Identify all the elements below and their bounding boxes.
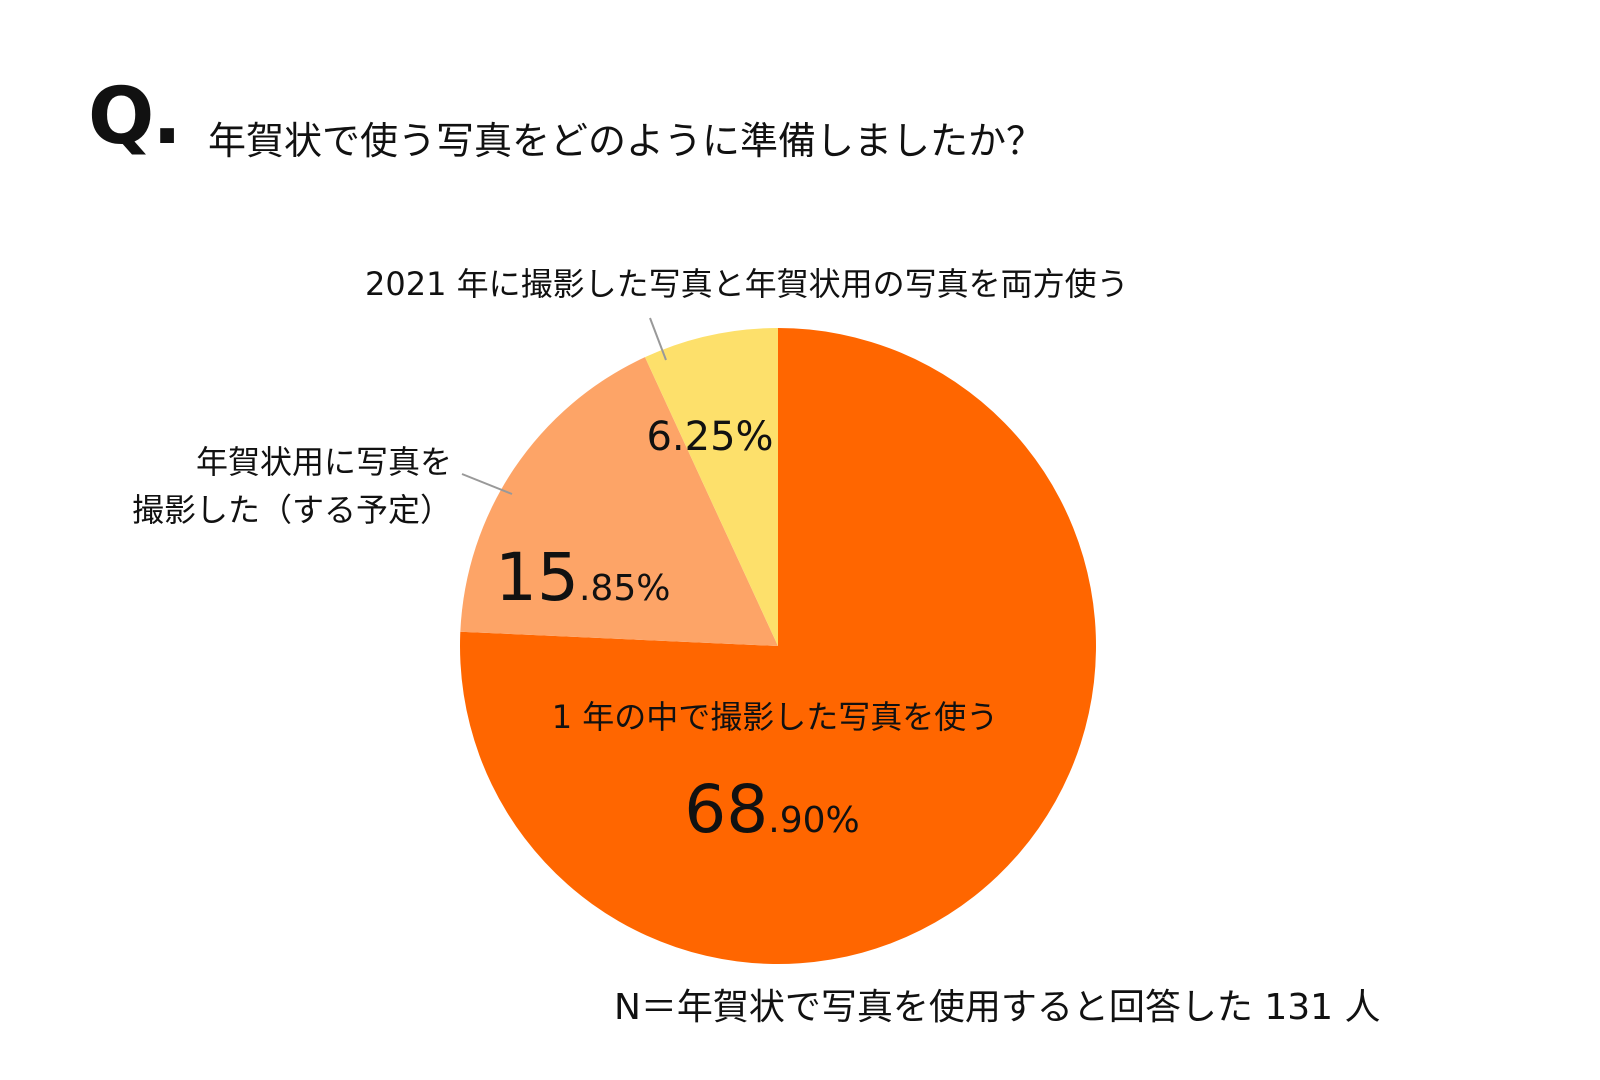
question-mark: Q. [88,72,182,162]
slice-1-value-int: 68 [684,771,768,848]
leader-line-left [461,473,513,495]
slice-2-value-int: 15 [495,539,579,616]
sample-note: N＝年賀状で写真を使用すると回答した 131 人 [614,987,1381,1028]
slice-1-value-dec: .90% [768,800,859,841]
leader-line-top [649,317,667,361]
slice-2-label-line-1: 年賀状用に写真を [195,443,452,481]
slice-2-value-dec: .85% [579,568,670,609]
slice-2-value: 15.85% [495,539,670,616]
slice-3-label: 2021 年に撮影した写真と年賀状用の写真を両方使う [365,265,1129,303]
slice-3-value: 6.25% [646,414,773,460]
question-text: 年賀状で使う写真をどのように準備しましたか？ [208,119,1045,163]
pie-slice-3 [644,328,778,646]
slice-2-label: 年賀状用に写真を 撮影した（する予定） [132,438,452,534]
pie-slice-2 [460,357,778,646]
slice-2-label-line-2: 撮影した（する予定） [131,491,452,529]
slice-1-value: 68.90% [684,771,859,848]
slice-1-label: 1 年の中で撮影した写真を使う [552,698,999,736]
pie-slice-1 [459,328,1096,964]
